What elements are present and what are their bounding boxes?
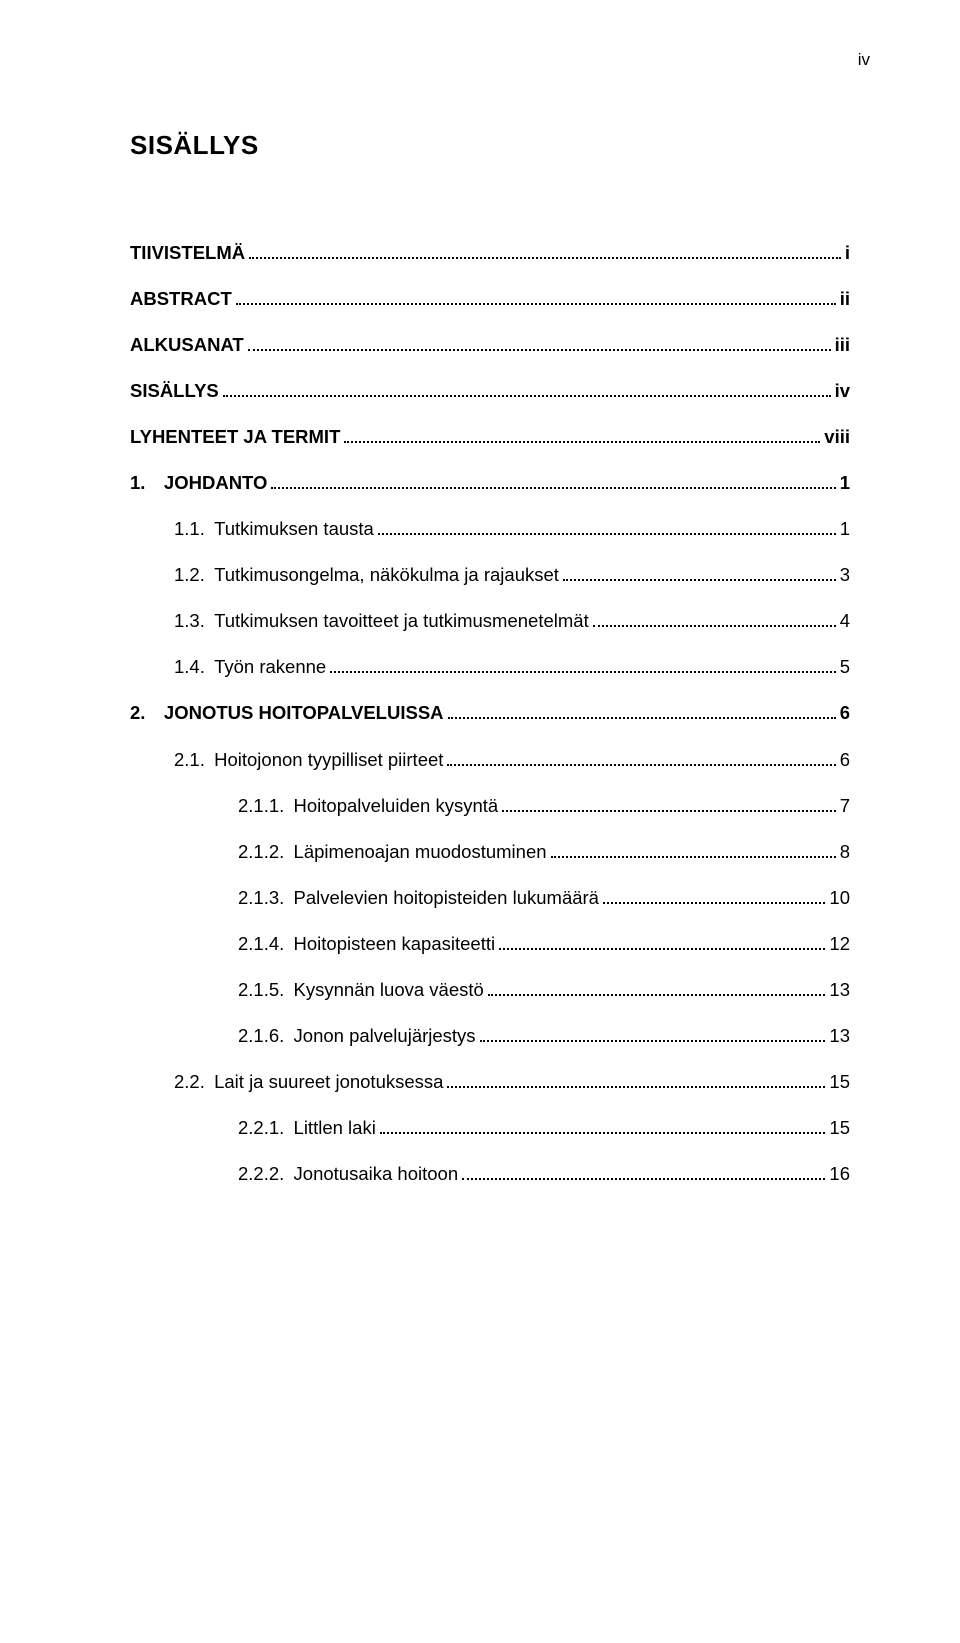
toc-entry: 2.2.2. Jonotusaika hoitoon 16 [130, 1162, 850, 1186]
toc-leader [563, 579, 836, 581]
toc-entry-label: 2.1.1. Hoitopalveluiden kysyntä [238, 794, 498, 818]
toc-entry-label: 2.2. Lait ja suureet jonotuksessa [174, 1070, 443, 1094]
toc-entry-page: viii [824, 425, 850, 449]
toc-leader [236, 303, 836, 305]
toc-entry-label: 2.1.4. Hoitopisteen kapasiteetti [238, 932, 495, 956]
toc-entry-page: i [845, 241, 850, 265]
toc-entry: 2.2. Lait ja suureet jonotuksessa 15 [130, 1070, 850, 1094]
toc-entry: 1.2. Tutkimusongelma, näkökulma ja rajau… [130, 563, 850, 587]
toc-entry-label: 1.3. Tutkimuksen tavoitteet ja tutkimusm… [174, 609, 589, 633]
toc-entry: 1.4. Työn rakenne 5 [130, 655, 850, 679]
toc-entry-label: 2.1.6. Jonon palvelujärjestys [238, 1024, 476, 1048]
toc-entry-label: ALKUSANAT [130, 333, 244, 357]
toc-leader [551, 856, 836, 858]
toc-entry: LYHENTEET JA TERMIT viii [130, 425, 850, 449]
toc-entry-label: LYHENTEET JA TERMIT [130, 425, 340, 449]
toc-entry-page: 15 [829, 1070, 850, 1094]
toc-entry: SISÄLLYS iv [130, 379, 850, 403]
toc-entry: 2.1.1. Hoitopalveluiden kysyntä 7 [130, 794, 850, 818]
toc-entry-label: 1. JOHDANTO [130, 471, 267, 495]
toc-entry-label: 2.2.2. Jonotusaika hoitoon [238, 1162, 458, 1186]
toc-entry-page: iii [835, 333, 850, 357]
toc-entry-page: 1 [840, 471, 850, 495]
toc-entry: 2. JONOTUS HOITOPALVELUISSA 6 [130, 701, 850, 725]
toc-entry-label: 2. JONOTUS HOITOPALVELUISSA [130, 701, 444, 725]
toc-entry: ABSTRACT ii [130, 287, 850, 311]
toc-entry-page: 12 [829, 932, 850, 956]
toc-leader [447, 1086, 825, 1088]
toc-entry-page: 10 [829, 886, 850, 910]
toc-entry-page: 13 [829, 1024, 850, 1048]
toc-entry-page: 6 [840, 748, 850, 772]
toc-entry-page: 3 [840, 563, 850, 587]
toc-leader [248, 349, 831, 351]
toc-entry-page: ii [840, 287, 850, 311]
toc-entry-label: 1.2. Tutkimusongelma, näkökulma ja rajau… [174, 563, 559, 587]
toc-entry-page: 15 [829, 1116, 850, 1140]
toc-entry-page: 7 [840, 794, 850, 818]
toc-entry-label: 2.1.3. Palvelevien hoitopisteiden lukumä… [238, 886, 599, 910]
toc-leader [380, 1132, 826, 1134]
toc-leader [447, 764, 835, 766]
page-title: SISÄLLYS [130, 130, 850, 161]
toc-entry-page: 13 [829, 978, 850, 1002]
toc-entry-page: iv [835, 379, 850, 403]
toc-leader [448, 717, 836, 719]
toc-entry: 2.1.3. Palvelevien hoitopisteiden lukumä… [130, 886, 850, 910]
toc-entry: 2.1.6. Jonon palvelujärjestys 13 [130, 1024, 850, 1048]
toc-entry: TIIVISTELMÄ i [130, 241, 850, 265]
toc-leader [480, 1040, 826, 1042]
toc-entry-page: 16 [829, 1162, 850, 1186]
toc-entry: 2.1.2. Läpimenoajan muodostuminen 8 [130, 840, 850, 864]
toc-entry-page: 6 [840, 701, 850, 725]
toc-entry-page: 5 [840, 655, 850, 679]
toc-entry-page: 1 [840, 517, 850, 541]
toc-entry: 2.1. Hoitojonon tyypilliset piirteet 6 [130, 748, 850, 772]
toc-entry-label: 2.1. Hoitojonon tyypilliset piirteet [174, 748, 443, 772]
toc-entry-label: 1.1. Tutkimuksen tausta [174, 517, 374, 541]
toc-entry: 2.1.4. Hoitopisteen kapasiteetti 12 [130, 932, 850, 956]
toc-leader [223, 395, 831, 397]
toc-entry: 1.1. Tutkimuksen tausta 1 [130, 517, 850, 541]
toc-entry-label: 2.2.1. Littlen laki [238, 1116, 376, 1140]
toc-leader [502, 810, 836, 812]
toc-leader [378, 533, 836, 535]
page-number: iv [130, 50, 870, 70]
toc-leader [271, 487, 835, 489]
toc-entry-label: ABSTRACT [130, 287, 232, 311]
toc-leader [330, 671, 835, 673]
toc-entry: 1. JOHDANTO 1 [130, 471, 850, 495]
toc-container: TIIVISTELMÄ i ABSTRACT ii ALKUSANAT iii SISÄLL… [130, 241, 850, 1186]
toc-entry: 2.1.5. Kysynnän luova väestö 13 [130, 978, 850, 1002]
toc-entry-label: 2.1.5. Kysynnän luova väestö [238, 978, 484, 1002]
toc-entry-label: TIIVISTELMÄ [130, 241, 245, 265]
toc-leader [462, 1178, 825, 1180]
toc-entry: 2.2.1. Littlen laki 15 [130, 1116, 850, 1140]
toc-entry-label: 2.1.2. Läpimenoajan muodostuminen [238, 840, 547, 864]
toc-entry: 1.3. Tutkimuksen tavoitteet ja tutkimusm… [130, 609, 850, 633]
toc-leader [603, 902, 825, 904]
toc-leader [593, 625, 836, 627]
toc-entry-page: 8 [840, 840, 850, 864]
toc-leader [499, 948, 825, 950]
toc-entry-page: 4 [840, 609, 850, 633]
toc-leader [488, 994, 826, 996]
toc-entry-label: 1.4. Työn rakenne [174, 655, 326, 679]
toc-leader [249, 257, 841, 259]
toc-entry-label: SISÄLLYS [130, 379, 219, 403]
toc-leader [344, 441, 820, 443]
toc-entry: ALKUSANAT iii [130, 333, 850, 357]
